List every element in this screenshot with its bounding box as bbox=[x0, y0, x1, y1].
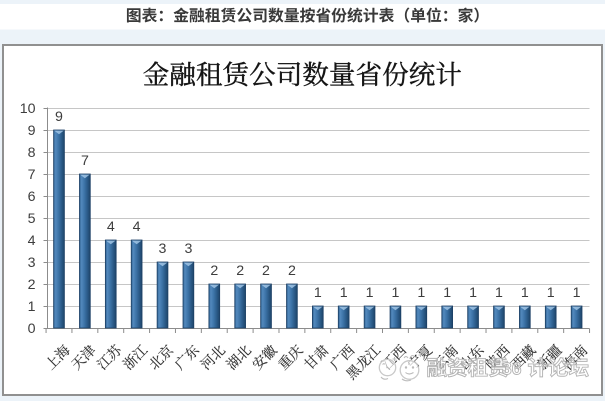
svg-text:1: 1 bbox=[417, 285, 425, 301]
svg-text:1: 1 bbox=[314, 285, 322, 301]
svg-text:7: 7 bbox=[28, 167, 36, 183]
svg-text:9: 9 bbox=[55, 109, 63, 125]
svg-text:2: 2 bbox=[28, 277, 36, 293]
svg-text:2: 2 bbox=[236, 263, 244, 279]
svg-text:3: 3 bbox=[159, 241, 167, 257]
svg-text:6: 6 bbox=[28, 189, 36, 205]
svg-text:1: 1 bbox=[469, 285, 477, 301]
svg-text:8: 8 bbox=[28, 145, 36, 161]
svg-text:4: 4 bbox=[133, 219, 141, 235]
svg-text:1: 1 bbox=[521, 285, 529, 301]
svg-text:9: 9 bbox=[28, 123, 36, 139]
svg-text:1: 1 bbox=[495, 285, 503, 301]
svg-text:3: 3 bbox=[28, 255, 36, 271]
svg-text:5: 5 bbox=[28, 211, 36, 227]
svg-text:4: 4 bbox=[28, 233, 36, 249]
svg-text:2: 2 bbox=[262, 263, 270, 279]
svg-text:1: 1 bbox=[547, 285, 555, 301]
svg-text:1: 1 bbox=[391, 285, 399, 301]
svg-text:1: 1 bbox=[28, 299, 36, 315]
svg-text:2: 2 bbox=[288, 263, 296, 279]
svg-text:3: 3 bbox=[184, 241, 192, 257]
svg-text:0: 0 bbox=[28, 321, 36, 337]
svg-text:10: 10 bbox=[20, 101, 36, 117]
svg-text:1: 1 bbox=[366, 285, 374, 301]
svg-text:2: 2 bbox=[210, 263, 218, 279]
svg-text:1: 1 bbox=[340, 285, 348, 301]
svg-text:7: 7 bbox=[81, 153, 89, 169]
svg-text:1: 1 bbox=[443, 285, 451, 301]
svg-text:4: 4 bbox=[107, 219, 115, 235]
svg-text:1: 1 bbox=[573, 285, 581, 301]
svg-text:36: 36 bbox=[502, 359, 522, 379]
